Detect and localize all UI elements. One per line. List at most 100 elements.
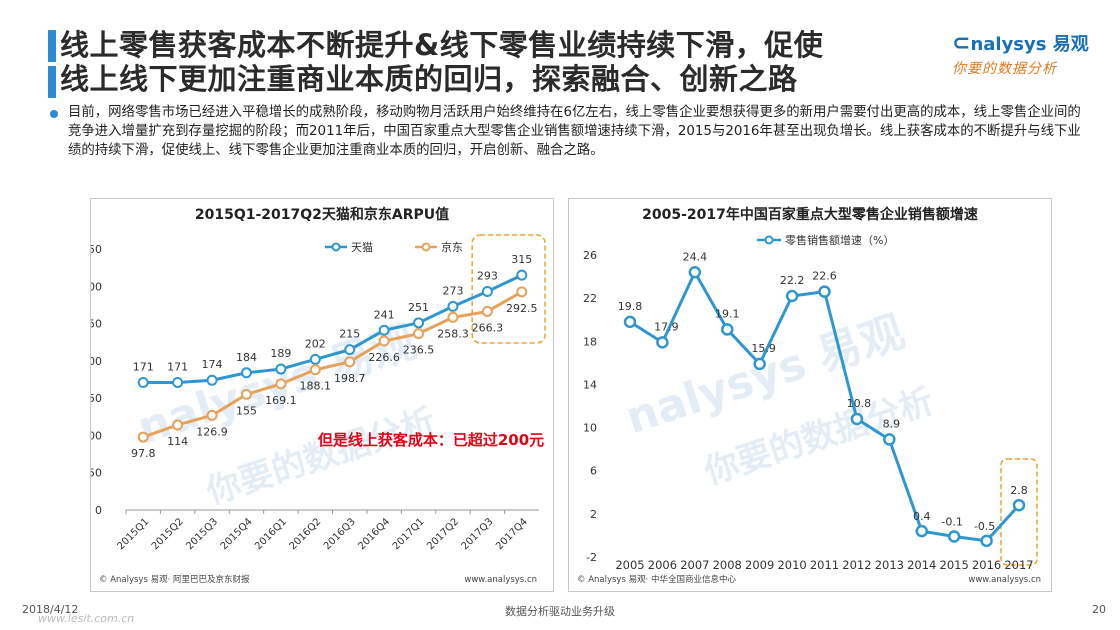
y-tick-label: 0 (95, 504, 102, 517)
data-label: 22.2 (780, 274, 805, 287)
y-tick-label: 18 (583, 335, 597, 348)
data-label: 315 (511, 253, 532, 266)
data-point (656, 336, 669, 349)
data-point (980, 534, 993, 548)
data-label: 266.3 (472, 321, 504, 334)
data-label: 22.6 (812, 270, 837, 283)
data-point (481, 305, 493, 317)
data-label: 17.9 (654, 320, 679, 333)
data-point (447, 311, 459, 323)
chart-source: © Analysys 易观· 中华全国商业信息中心 (577, 575, 736, 585)
data-label: 2.8 (1010, 484, 1028, 497)
data-label: 226.6 (368, 351, 400, 364)
data-point (378, 324, 390, 336)
data-point (516, 286, 528, 298)
data-point (818, 285, 831, 298)
legend-label: 京东 (441, 240, 463, 254)
annotation-text: 但是线上获客成本：已超过200元 (317, 431, 544, 449)
chart-panel-arpu: nalysys 易观 你要的数据分析 2015Q1-2017Q2天猫和京东ARP… (90, 198, 554, 592)
data-label: 189 (270, 347, 291, 360)
data-point (309, 353, 321, 365)
data-label: 251 (408, 301, 429, 314)
x-tick-label: 2015Q3 (184, 516, 220, 552)
x-tick-label: 2017Q3 (460, 516, 496, 552)
data-label: 19.1 (715, 307, 740, 320)
chart-source-url: www.analysys.cn (464, 575, 537, 585)
data-label: 236.5 (403, 344, 435, 357)
legend-label: 零售销售额增速（%） (785, 233, 894, 247)
chart-source-url: www.analysys.cn (968, 575, 1041, 585)
data-label: 292.5 (506, 302, 537, 315)
legend-marker (764, 235, 774, 245)
x-tick-label: 2017 (1004, 558, 1033, 572)
data-point (516, 269, 528, 281)
y-tick-label: 10 (583, 422, 597, 435)
x-tick-label: 2012 (842, 558, 871, 572)
x-tick-label: 2015Q2 (150, 516, 186, 552)
data-point (850, 412, 864, 426)
data-label: 202 (305, 337, 326, 350)
data-point (947, 530, 961, 543)
x-tick-label: 2009 (745, 558, 774, 572)
page-title-line2: 线上线下更加注重商业本质的回归，探索融合、创新之路 (60, 62, 798, 96)
data-point (275, 363, 287, 375)
title-accent-bar (48, 30, 56, 62)
data-label: 24.4 (683, 250, 708, 263)
data-point (137, 376, 149, 388)
data-point (206, 374, 218, 386)
data-label: 8.9 (883, 417, 901, 430)
logo-brand-text: nalysys 易观 (970, 34, 1089, 55)
x-tick-label: 2016Q1 (253, 516, 289, 552)
x-tick-label: 2016Q2 (288, 516, 324, 552)
x-tick-label: 2015Q1 (115, 516, 151, 552)
page-title-line1: 线上零售获客成本不断提升&线下零售业绩持续下滑，促使 (60, 28, 824, 62)
data-point (915, 524, 928, 538)
data-point (137, 431, 149, 443)
y-tick-label: 2 (590, 508, 597, 521)
data-label: -0.5 (974, 520, 995, 533)
x-tick-label: 2017Q4 (494, 516, 530, 552)
intro-paragraph: 目前，网络零售市场已经进入平稳增长的成熟阶段，移动购物月活跃用户始终维持在6亿左… (68, 105, 1081, 158)
logo-o-mark: ⊂ (952, 31, 971, 56)
x-tick-label: 2013 (875, 558, 904, 572)
data-label: 293 (477, 270, 498, 283)
chart-title: 2015Q1-2017Q2天猫和京东ARPU值 (195, 206, 449, 223)
bullet-icon (50, 110, 58, 118)
data-point (413, 328, 425, 340)
highlight-box (1000, 458, 1038, 566)
series-line-growth (629, 268, 1021, 543)
data-label: 114 (167, 435, 188, 448)
x-tick-label: 2011 (810, 558, 839, 572)
data-point (240, 367, 252, 379)
x-tick-label: 2016Q3 (322, 516, 358, 552)
series-line-tmall (143, 273, 523, 384)
y-tick-label: 26 (583, 249, 597, 262)
x-tick-label: 2014 (907, 558, 936, 572)
data-label: 188.1 (300, 380, 332, 393)
chart-panel-sales-growth: nalysys 易观 你要的数据分析 2005-2017年中国百家重点大型零售企… (568, 198, 1052, 592)
x-tick-label: 2016Q4 (356, 516, 392, 552)
data-label: 198.7 (334, 372, 366, 385)
data-label: 273 (442, 284, 463, 297)
legend-marker (331, 242, 341, 252)
data-point (721, 323, 734, 336)
footer-tagline: 数据分析驱动业务升级 (505, 605, 615, 618)
data-label: 171 (167, 360, 188, 373)
data-point (753, 357, 766, 371)
y-tick-label: 14 (583, 378, 597, 391)
data-label: 0.4 (913, 510, 931, 523)
x-tick-label: 2017Q1 (391, 516, 427, 552)
y-tick-label: 100 (91, 429, 102, 442)
logo-slogan: 你要的数据分析 (952, 61, 1057, 77)
page-number: 20 (1092, 603, 1106, 616)
data-point (206, 409, 218, 421)
y-tick-label: 200 (91, 355, 102, 368)
data-point (309, 364, 321, 376)
data-point (447, 300, 459, 312)
data-label: 15.9 (751, 342, 776, 355)
y-tick-label: 22 (583, 292, 597, 305)
data-point (1012, 498, 1026, 512)
data-point (623, 315, 637, 329)
data-point (883, 433, 896, 446)
x-tick-label: 2005 (615, 558, 644, 572)
